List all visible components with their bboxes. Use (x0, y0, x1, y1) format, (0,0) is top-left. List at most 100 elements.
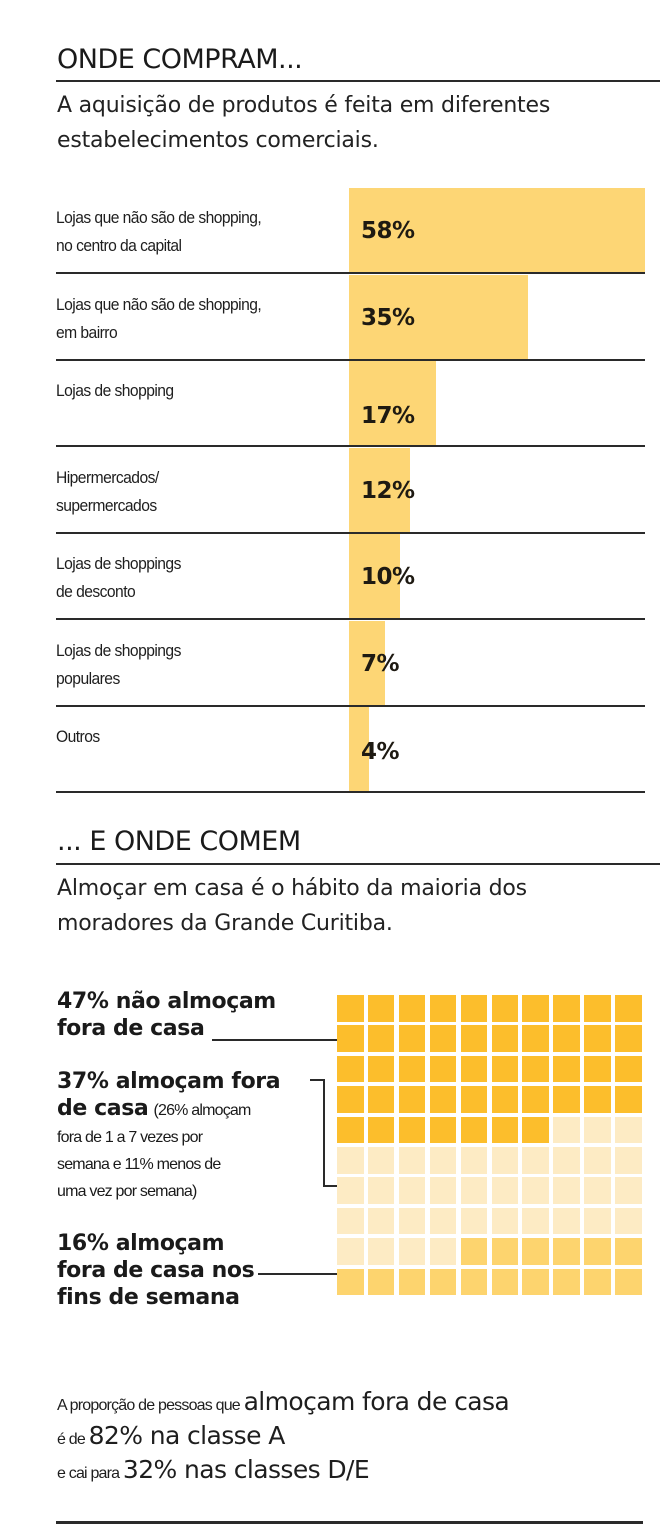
waffle-cell (429, 1238, 457, 1265)
waffle-cell (337, 1207, 364, 1235)
section2-title-rule (56, 863, 660, 865)
waffle-cell (584, 1268, 611, 1296)
waffle-cell (491, 1177, 518, 1204)
waffle-cell (429, 1025, 457, 1052)
legend-47-line2: fora de casa (57, 1016, 205, 1041)
row-divider (56, 531, 645, 534)
waffle-cell (522, 1116, 549, 1144)
bar-row: Hipermercados/supermercados 12% (56, 447, 645, 534)
waffle-cell (491, 1238, 518, 1265)
section2-title: ... E ONDE COMEM (57, 826, 301, 857)
bar-label-line: em bairro (56, 322, 118, 342)
bar-value: 4% (361, 739, 400, 765)
waffle-cell (337, 1116, 364, 1144)
legend-item-37: 37% almoçam fora de casa (26% almoçam fo… (57, 1068, 281, 1205)
waffle-cell (553, 995, 580, 1022)
bar-row: Lojas de shoppings populares 7% (56, 620, 645, 707)
legend-item-16: 16% almoçam fora de casa nos fins de sem… (57, 1230, 255, 1311)
bar-label-line: Hipermercados/ (56, 467, 159, 487)
footer-rule (56, 1521, 643, 1524)
waffle-cell (429, 1207, 457, 1235)
section1-subtitle-line2: estabelecimentos comerciais. (57, 128, 379, 153)
waffle-cell (522, 1086, 549, 1113)
waffle-cell (367, 1238, 395, 1265)
waffle-cell (522, 1025, 549, 1052)
waffle-cell (615, 1086, 642, 1113)
waffle-cell (584, 1116, 611, 1144)
legend-37-detail-1: fora de 1 a 7 vezes por (57, 1129, 203, 1146)
waffle-cell (615, 1238, 642, 1265)
bar-row: Lojas de shopping 17% (56, 361, 645, 447)
legend-16-line3: fins de semana (57, 1285, 240, 1310)
bar-label-line: Lojas de shoppings (56, 554, 181, 573)
connector-16 (258, 1273, 354, 1275)
waffle-cell (491, 1147, 518, 1174)
waffle-cell (522, 1055, 549, 1083)
footer-line2-big: 82% na classe A (88, 1421, 286, 1450)
waffle-cell (615, 1268, 642, 1296)
waffle-cell (398, 995, 426, 1022)
waffle-cell (429, 1055, 457, 1083)
section2-subtitle: Almoçar em casa é o hábito da maioria do… (57, 871, 657, 941)
waffle-cell (584, 1207, 611, 1235)
waffle-cell (491, 1268, 518, 1296)
waffle-cell (615, 1147, 642, 1174)
waffle-cell (367, 1268, 395, 1296)
bar-label-line: de desconto (56, 582, 136, 601)
waffle-cell (337, 1055, 364, 1083)
legend-37-line2: de casa (57, 1096, 149, 1121)
waffle-cell (367, 995, 395, 1022)
waffle-cell (460, 995, 488, 1022)
waffle-cell (429, 995, 457, 1022)
bar-value: 58% (361, 218, 415, 244)
bar-label-line: Lojas de shopping (56, 381, 174, 400)
waffle-cell (491, 1025, 518, 1052)
bar-value: 12% (361, 477, 415, 504)
waffle-cell (553, 1177, 580, 1204)
waffle-cell (398, 1268, 426, 1296)
waffle-cell (584, 1025, 611, 1052)
waffle-cell (337, 1025, 364, 1052)
section1-subtitle: A aquisição de produtos é feita em difer… (57, 88, 657, 158)
waffle-cell (491, 1086, 518, 1113)
waffle-cell (398, 1177, 426, 1204)
waffle-cell (615, 1055, 642, 1083)
waffle-cell (615, 1116, 642, 1144)
waffle-cell (615, 1177, 642, 1204)
connector-37-top (310, 1079, 324, 1081)
waffle-cell (398, 1238, 426, 1265)
waffle-cell (584, 1147, 611, 1174)
waffle-cell (429, 1268, 457, 1296)
waffle-cell (337, 1238, 364, 1265)
waffle-cell (367, 1207, 395, 1235)
waffle-cell (398, 1055, 426, 1083)
bar-fill (349, 188, 645, 272)
waffle-cell (553, 1086, 580, 1113)
waffle-cell (553, 1116, 580, 1144)
legend-37-detail-3: uma vez por semana) (57, 1183, 197, 1200)
footer-line1-small: A proporção de pessoas que (57, 1397, 244, 1414)
bar-fill (349, 274, 528, 359)
bar-label: Hipermercados/supermercados (56, 464, 323, 520)
waffle-cell (584, 1086, 611, 1113)
bar-row: Lojas que não são de shopping, no centro … (56, 188, 645, 274)
waffle-cell (429, 1147, 457, 1174)
section1-title-rule (56, 80, 660, 82)
section1-subtitle-line1: A aquisição de produtos é feita em difer… (57, 93, 551, 118)
bar-label-line: no centro da capital (56, 236, 182, 255)
waffle-cell (553, 1055, 580, 1083)
waffle-cell (367, 1116, 395, 1144)
waffle-cell (615, 1025, 642, 1052)
waffle-cell (553, 1147, 580, 1174)
bar-label: Lojas que não são de shopping, no centro … (56, 204, 323, 260)
waffle-cell (460, 1055, 488, 1083)
bar-row: Lojas que não são de shopping, em bairro 3… (56, 274, 645, 361)
waffle-cell (522, 1147, 549, 1174)
waffle-cell (460, 1268, 488, 1296)
legend-16-line1: 16% almoçam (57, 1231, 225, 1256)
footer-line3-big: 32% nas classes D/E (122, 1455, 370, 1484)
waffle-cell (553, 1268, 580, 1296)
bar-label-line: Lojas de shoppings (56, 640, 181, 660)
waffle-cell (584, 1055, 611, 1083)
bar-fill (349, 534, 401, 618)
